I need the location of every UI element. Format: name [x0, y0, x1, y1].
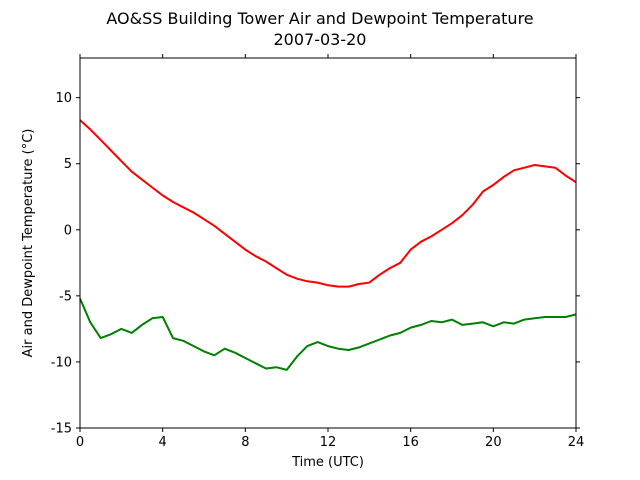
y-axis: -15 -10 -5 0 5 10: [51, 91, 580, 437]
chart-title: AO&SS Building Tower Air and Dewpoint Te…: [106, 9, 533, 28]
series-line-1: [79, 119, 577, 288]
chart-subtitle: 2007-03-20: [274, 30, 367, 49]
series-line-2: [79, 298, 577, 371]
y-axis-label: Air and Dewpoint Temperature (°C): [21, 129, 36, 358]
y-tick-label: -10: [51, 355, 72, 370]
y-tick-label: 0: [64, 223, 72, 238]
y-tick-label: 5: [64, 157, 72, 172]
plot-series: [79, 119, 577, 371]
x-axis-label: Time (UTC): [291, 455, 364, 470]
x-tick-label: 16: [402, 435, 419, 450]
y-tick-label: -5: [59, 289, 72, 304]
y-tick-label: 10: [55, 91, 72, 106]
plot-frame: [79, 57, 577, 429]
x-tick-label: 20: [485, 435, 502, 450]
x-tick-label: 0: [76, 435, 84, 450]
x-tick-label: 24: [568, 435, 585, 450]
x-tick-label: 4: [159, 435, 167, 450]
x-tick-label: 8: [241, 435, 249, 450]
y-tick-label: -15: [51, 422, 72, 437]
x-axis: 0 4 8 12 16 20 24: [76, 54, 584, 450]
x-tick-label: 12: [320, 435, 337, 450]
